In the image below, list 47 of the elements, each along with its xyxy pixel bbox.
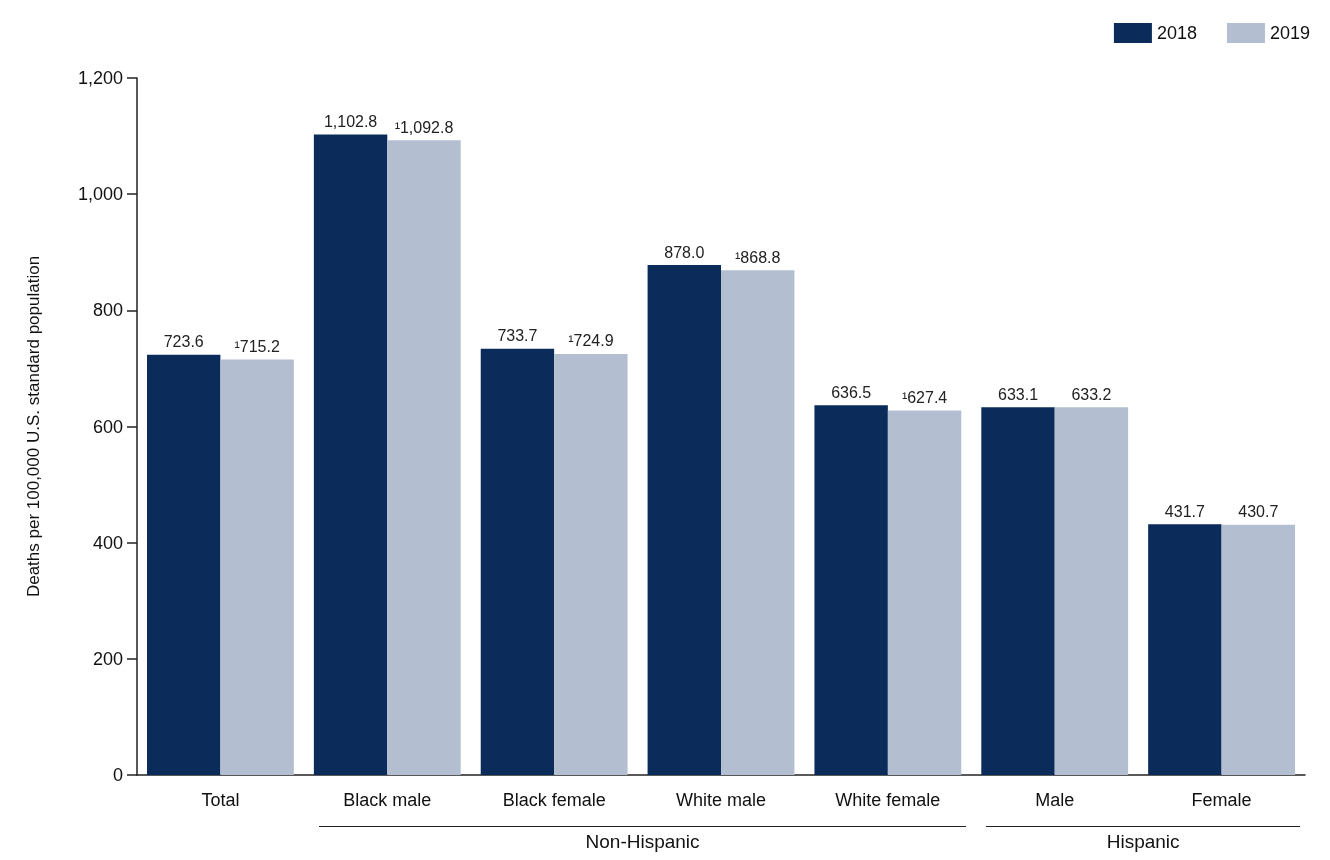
data-label: ¹724.9 (568, 332, 614, 350)
x-tick-label: Male (1035, 790, 1075, 810)
y-tick-label: 200 (92, 648, 123, 669)
y-tick-label: 600 (92, 416, 123, 437)
x-tick-label: White male (675, 790, 767, 810)
data-label: 430.7 (1238, 503, 1279, 521)
x-tick-label: Total (201, 790, 240, 810)
bar (313, 134, 388, 775)
y-tick-label: 1,000 (77, 184, 123, 205)
bar (147, 354, 221, 775)
bar (1221, 524, 1295, 775)
data-label: 633.2 (1071, 385, 1112, 403)
bar (480, 348, 555, 775)
bar (981, 407, 1055, 775)
data-label: ¹627.4 (901, 389, 948, 407)
bar (387, 140, 461, 775)
x-tick-label: Female (1191, 790, 1252, 810)
y-axis-title: Deaths per 100,000 U.S. standard population (24, 255, 43, 598)
legend-label: 2018 (1156, 23, 1197, 43)
data-label: ¹868.8 (735, 248, 781, 266)
bar (814, 405, 888, 775)
data-label: 733.7 (497, 327, 538, 345)
data-label: 1,102.8 (323, 112, 378, 130)
data-label: 636.5 (831, 383, 872, 401)
data-label: 723.6 (163, 333, 204, 351)
data-label: 431.7 (1164, 502, 1205, 520)
data-label: ¹1,092.8 (394, 118, 454, 136)
group-bracket: Non-Hispanic (318, 826, 967, 853)
x-tick-label: Black male (343, 790, 432, 810)
y-tick-label: 800 (92, 300, 123, 321)
data-label: 878.0 (664, 243, 705, 261)
bar (647, 265, 721, 775)
y-tick-label: 400 (92, 532, 123, 553)
bar (1054, 407, 1129, 775)
data-label: 633.1 (997, 385, 1039, 403)
y-tick-label: 1,200 (77, 68, 123, 88)
x-tick-label: White female (835, 790, 941, 810)
group-bracket: Hispanic (986, 826, 1300, 853)
bar (220, 359, 294, 775)
legend-label: 2019 (1269, 23, 1310, 43)
bar (1148, 524, 1222, 775)
data-label: ¹715.2 (234, 338, 280, 356)
y-tick-label: 0 (112, 765, 123, 785)
bar (554, 353, 628, 775)
bar (721, 270, 795, 775)
x-tick-label: Black female (502, 790, 606, 810)
bar (887, 410, 962, 775)
